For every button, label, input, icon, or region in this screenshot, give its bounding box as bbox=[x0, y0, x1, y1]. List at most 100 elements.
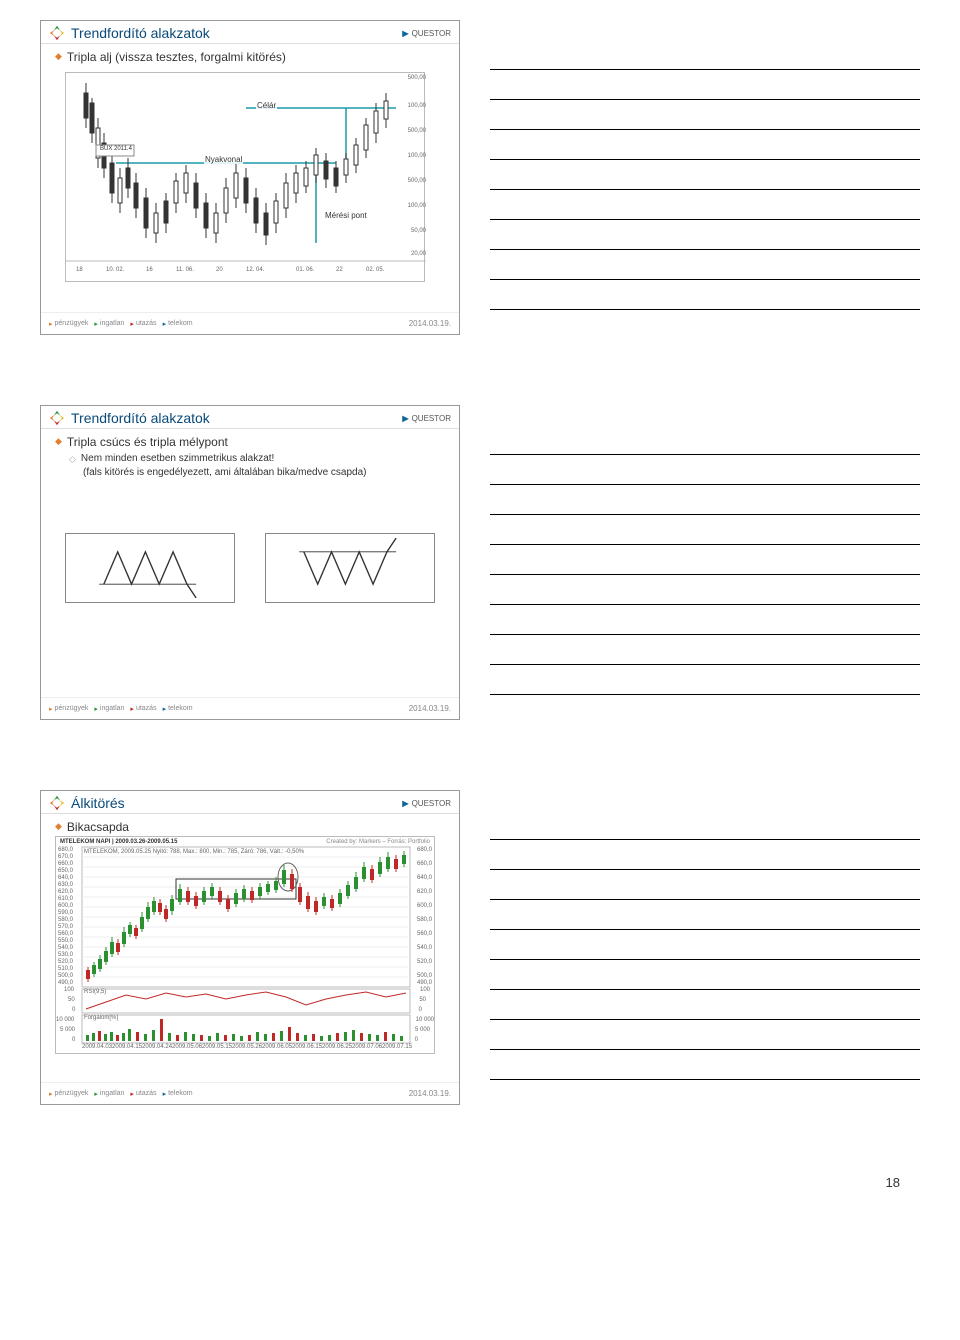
slide-body: ◆ Tripla csúcs és tripla mélypont ◇ Nem mi… bbox=[41, 429, 459, 692]
brand-item: ▸telekom bbox=[163, 705, 193, 713]
rsi-y: 50 bbox=[419, 997, 426, 1003]
brand-item: ▸ingatlan bbox=[94, 1090, 124, 1098]
bullet-text: Tripla alj (vissza tesztes, forgalmi kit… bbox=[67, 50, 286, 64]
brand-item: ▸pénzügyek bbox=[49, 320, 88, 328]
slide-row-1: Trendfordító alakzatok ▶QUESTOR ◆ Tripla … bbox=[40, 20, 920, 335]
y-label: 560,0 bbox=[417, 931, 432, 937]
pattern-diagrams bbox=[55, 533, 445, 603]
rsi-y: 0 bbox=[72, 1007, 75, 1013]
y-label: 650,0 bbox=[58, 868, 73, 874]
x-date: 2009.04.24 bbox=[142, 1044, 172, 1050]
x-date: 2009.06.25 bbox=[322, 1044, 352, 1050]
stock-chart: MTELEKOM NAPI | 2009.03.26-2009.05.15 Cr… bbox=[55, 836, 435, 1054]
x-date: 2009.04.15 bbox=[112, 1044, 142, 1050]
note-line bbox=[490, 70, 920, 100]
y-label: 490,0 bbox=[58, 980, 73, 986]
brand-label: telekom bbox=[168, 705, 193, 712]
brand-item: ▸utazás bbox=[130, 320, 156, 328]
vol-y: 10 000 bbox=[416, 1017, 434, 1023]
y-label: 550,0 bbox=[58, 938, 73, 944]
slide-body: ◆Bikacsapda MTELEKOM NAPI | 2009.03.26-2… bbox=[41, 814, 459, 1077]
brand-item: ▸pénzügyek bbox=[49, 705, 88, 713]
logo-icon bbox=[49, 410, 65, 426]
y-label: 620,0 bbox=[417, 889, 432, 895]
slide-footer: ▸pénzügyek ▸ingatlan ▸utazás ▸telekom 20… bbox=[41, 312, 459, 334]
bullet-text: Tripla csúcs és tripla mélypont bbox=[67, 435, 228, 449]
note-line bbox=[490, 1050, 920, 1080]
slide-body: ◆ Tripla alj (vissza tesztes, forgalmi ki… bbox=[41, 44, 459, 307]
triple-top-diagram bbox=[65, 533, 235, 603]
slide-header: Trendfordító alakzatok ▶QUESTOR bbox=[41, 406, 459, 429]
diamond-icon: ◇ bbox=[69, 454, 76, 465]
y-label: 50,00 bbox=[411, 228, 426, 234]
x-date: 2009.07.15 bbox=[382, 1044, 412, 1050]
page: Trendfordító alakzatok ▶QUESTOR ◆Tripla … bbox=[0, 0, 960, 1210]
y-label: 100,00 bbox=[408, 153, 426, 159]
caret-icon: ▶ bbox=[402, 799, 408, 808]
note-line bbox=[490, 485, 920, 515]
brand-name: QUESTOR bbox=[412, 29, 451, 38]
x-date: 2009.06.05 bbox=[262, 1044, 292, 1050]
triple-bottom-diagram bbox=[265, 533, 435, 603]
y-label: 500,0 bbox=[58, 973, 73, 979]
brand-label: utazás bbox=[136, 320, 157, 327]
brand-badge: ▶ QUESTOR bbox=[402, 799, 451, 808]
slide-column: Álkitörés ▶QUESTOR ◆Bikacsapda MTELEKOM … bbox=[40, 790, 460, 1105]
sub-text: Nem minden esetben szimmetrikus alakzat! bbox=[81, 453, 274, 464]
x-date: 2009.06.15 bbox=[292, 1044, 322, 1050]
meresi-label: Mérési pont bbox=[324, 211, 368, 220]
brand-name: QUESTOR bbox=[412, 799, 451, 808]
slide-title: Trendfordító alakzatok bbox=[49, 25, 210, 41]
note-line bbox=[490, 280, 920, 310]
vol-y: 0 bbox=[72, 1037, 75, 1043]
rsi-y: 50 bbox=[68, 997, 75, 1003]
vol-y: 10 000 bbox=[56, 1017, 74, 1023]
diamond-icon: ◆ bbox=[55, 51, 62, 62]
slide-column: Trendfordító alakzatok ▶QUESTOR ◆ Tripla … bbox=[40, 405, 460, 720]
bullet-main: ◆ Tripla alj (vissza tesztes, forgalmi ki… bbox=[55, 50, 445, 64]
note-line bbox=[490, 515, 920, 545]
bullet-main: ◆Bikacsapda bbox=[55, 820, 445, 834]
y-label: 500,00 bbox=[408, 128, 426, 134]
vol-y: 5 000 bbox=[415, 1027, 430, 1033]
brand-name: QUESTOR bbox=[412, 414, 451, 423]
y-label: 580,0 bbox=[417, 917, 432, 923]
x-date: 2009.05.15 bbox=[202, 1044, 232, 1050]
x-date: 2009.05.26 bbox=[232, 1044, 262, 1050]
chart-tag: BUX 2011.4 bbox=[99, 146, 133, 152]
chart-svg bbox=[66, 73, 426, 283]
brand-label: telekom bbox=[168, 1090, 193, 1097]
brand-item: ▸utazás bbox=[130, 705, 156, 713]
y-label: 540,0 bbox=[417, 945, 432, 951]
note-line bbox=[490, 425, 920, 455]
triple-bottom-svg bbox=[275, 538, 425, 598]
footer-brands: ▸pénzügyek ▸ingatlan ▸utazás ▸telekom bbox=[49, 320, 193, 328]
y-label: 500,0 bbox=[417, 973, 432, 979]
notes-column bbox=[490, 790, 920, 1105]
note-line bbox=[490, 605, 920, 635]
vol-y: 5 000 bbox=[60, 1027, 75, 1033]
brand-label: ingatlan bbox=[100, 320, 125, 327]
created-by: Created by: Markers – Forrás: Portfolio bbox=[326, 839, 430, 845]
y-label: 20,00 bbox=[411, 251, 426, 257]
diamond-icon: ◆ bbox=[55, 436, 62, 447]
diamond-icon: ◆ bbox=[55, 821, 62, 832]
bullet-sub: ◇ Nem minden esetben szimmetrikus alakzat… bbox=[69, 453, 445, 465]
title-text: Trendfordító alakzatok bbox=[71, 410, 210, 426]
y-label: 640,0 bbox=[417, 875, 432, 881]
y-label: 530,0 bbox=[58, 952, 73, 958]
nyakvonal-label: Nyakvonal bbox=[204, 155, 243, 164]
brand-badge: ▶QUESTOR bbox=[402, 29, 451, 38]
y-label: 610,0 bbox=[58, 896, 73, 902]
brand-item: ▸utazás bbox=[130, 1090, 156, 1098]
y-label: 540,0 bbox=[58, 945, 73, 951]
y-label: 590,0 bbox=[58, 910, 73, 916]
y-label: 510,0 bbox=[58, 966, 73, 972]
brand-label: utazás bbox=[136, 1090, 157, 1097]
brand-label: utazás bbox=[136, 705, 157, 712]
title-text: Álkitörés bbox=[71, 795, 125, 811]
note-line bbox=[490, 250, 920, 280]
brand-label: pénzügyek bbox=[55, 1090, 89, 1097]
brand-label: pénzügyek bbox=[55, 705, 89, 712]
footer-brands: ▸pénzügyek ▸ingatlan ▸utazás ▸telekom bbox=[49, 705, 193, 713]
